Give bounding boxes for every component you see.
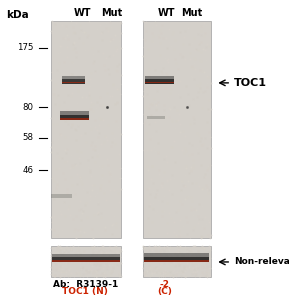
Text: 80: 80: [22, 103, 33, 112]
Text: (C): (C): [157, 287, 172, 296]
Text: TOC1: TOC1: [234, 78, 267, 88]
Bar: [51, 21, 121, 238]
Text: kDa: kDa: [6, 10, 29, 20]
Text: TOC1 (N): TOC1 (N): [62, 287, 108, 296]
Text: Ab:  R3139-1: Ab: R3139-1: [53, 280, 118, 289]
Text: Mut: Mut: [181, 8, 203, 18]
Text: 58: 58: [22, 133, 33, 142]
Text: 46: 46: [22, 166, 33, 175]
Text: WT: WT: [74, 8, 91, 18]
Text: 175: 175: [17, 44, 33, 52]
Bar: [143, 21, 211, 238]
Text: WT: WT: [158, 8, 175, 18]
Bar: [51, 246, 121, 277]
Text: Non-relevant: Non-relevant: [234, 258, 289, 266]
Bar: [143, 246, 211, 277]
Text: Mut: Mut: [101, 8, 122, 18]
Text: -2: -2: [160, 280, 170, 289]
